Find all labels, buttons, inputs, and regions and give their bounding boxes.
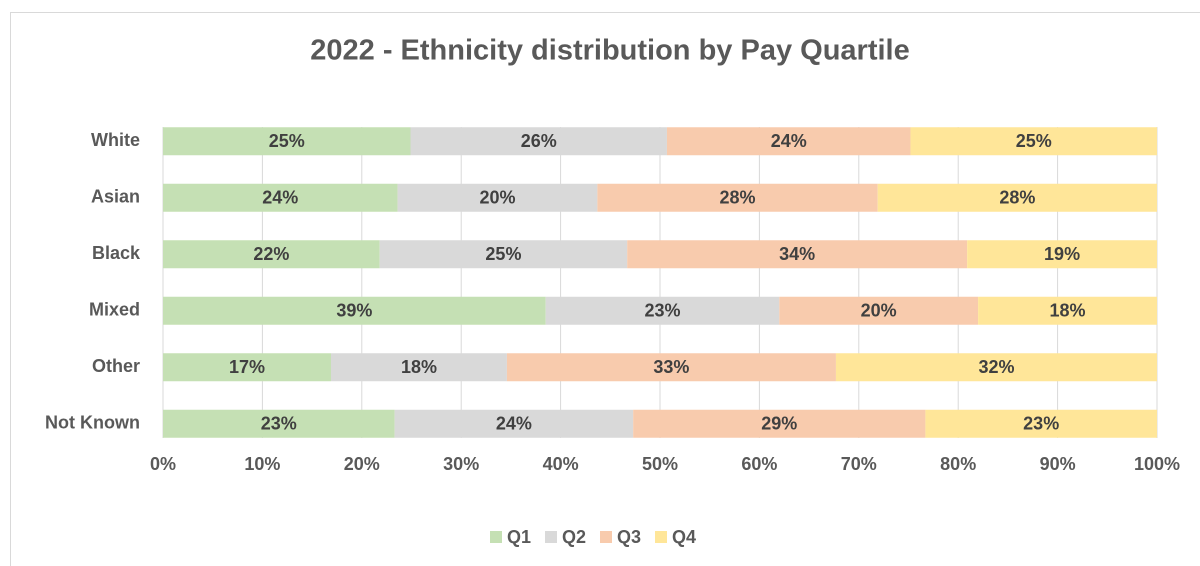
x-tick-label: 50% [642,454,678,474]
chart-frame [10,12,1200,566]
y-tick-label: Mixed [89,300,140,320]
y-tick-label: Not Known [45,413,140,433]
legend-swatch [490,531,502,543]
bar-segment [978,296,1157,325]
legend-swatch [655,531,667,543]
bar-segment [506,353,836,382]
data-label: 25% [485,244,521,264]
x-tick-label: 30% [443,454,479,474]
data-label: 24% [262,188,298,208]
x-tick-label: 10% [244,454,280,474]
y-tick-label: Asian [91,187,140,207]
legend-label: Q1 [507,527,531,547]
data-label: 23% [644,301,680,321]
y-tick-label: Other [92,356,140,376]
bar-segment [379,240,628,269]
bar-segment [835,353,1157,382]
data-label: 29% [761,414,797,434]
bar-segment [627,240,968,269]
data-label: 24% [496,414,532,434]
data-label: 24% [771,131,807,151]
x-tick-label: 20% [344,454,380,474]
data-label: 23% [261,414,297,434]
bar-segment [163,353,331,382]
bar-segment [163,240,380,269]
bar-segment [597,183,878,212]
x-tick-label: 40% [543,454,579,474]
legend-label: Q2 [562,527,586,547]
bar-segment [163,409,395,438]
data-label: 25% [269,131,305,151]
x-tick-label: 90% [1040,454,1076,474]
x-tick-label: 80% [940,454,976,474]
data-label: 26% [521,131,557,151]
bar-segment [410,127,667,156]
chart-title: 2022 - Ethnicity distribution by Pay Qua… [310,35,909,67]
x-tick-label: 0% [150,454,176,474]
bar-segment [394,409,634,438]
bar-segment [666,127,911,156]
bar-segment [779,296,979,325]
data-label: 18% [401,357,437,377]
data-label: 20% [861,301,897,321]
data-label: 28% [999,188,1035,208]
data-label: 25% [1016,131,1052,151]
data-label: 23% [1023,414,1059,434]
bar-segment [397,183,598,212]
y-tick-label: Black [92,243,141,263]
legend-swatch [600,531,612,543]
bar-segment [163,127,411,156]
x-tick-label: 70% [841,454,877,474]
bar-segment [967,240,1157,269]
data-label: 33% [653,357,689,377]
data-label: 19% [1044,244,1080,264]
data-label: 28% [720,188,756,208]
bar-segment [163,183,398,212]
bar-segment [877,183,1157,212]
x-tick-label: 60% [741,454,777,474]
legend-label: Q3 [617,527,641,547]
data-label: 22% [253,244,289,264]
data-label: 39% [336,301,372,321]
bar-segment [925,409,1157,438]
bar-segment [910,127,1157,156]
bar-segment [633,409,926,438]
data-label: 17% [229,357,265,377]
y-tick-label: White [91,130,140,150]
data-label: 18% [1050,301,1086,321]
bar-segment [330,353,507,382]
data-label: 34% [779,244,815,264]
x-tick-label: 100% [1134,454,1180,474]
data-label: 20% [479,188,515,208]
legend-label: Q4 [672,527,696,547]
bar-segment [545,296,780,325]
legend-swatch [545,531,557,543]
bar-segment [163,296,546,325]
data-label: 32% [978,357,1014,377]
